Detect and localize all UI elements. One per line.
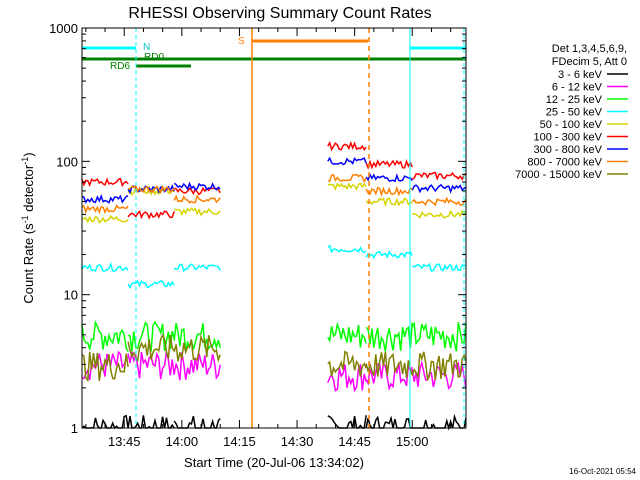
series-line-3 [81,319,467,352]
y-tick-label: 100 [56,154,78,169]
series-line-5 [81,182,467,224]
legend-label: 25 - 50 keV [546,107,603,119]
flag-n-label: N [143,42,150,53]
legend-label: 6 - 12 keV [552,82,603,94]
x-axis-ticks: 13:45 14:00 14:15 14:30 14:45 15:00 [85,28,452,449]
legend-header-line-1: Det 1,3,4,5,6,9, [552,43,627,55]
y-axis-label-sup1: -1 [20,215,30,223]
y-tick-label: 1 [71,421,78,436]
legend-label: 12 - 25 keV [546,94,603,106]
series-line-8 [81,173,467,215]
x-axis-label: Start Time (20-Jul-06 13:34:02) [184,455,364,470]
legend-label: 3 - 6 keV [558,69,603,81]
legend-label: 100 - 300 keV [534,132,603,144]
chart-title: RHESSI Observing Summary Count Rates [128,5,431,22]
x-tick-label: 13:45 [108,434,141,449]
flags-group: N RD0 RD6 S [82,36,466,72]
x-tick-label: 14:30 [281,434,314,449]
legend-label: 800 - 7000 keV [527,157,602,169]
legend-label: 50 - 100 keV [540,119,603,131]
y-axis-label-mid: detector [21,164,36,215]
x-tick-label: 15:00 [396,434,429,449]
series-line-4 [81,244,467,290]
y-axis-label-sup2: -1 [20,157,30,165]
series-line-9 [81,333,467,383]
y-tick-label: 1000 [49,21,78,36]
flag-rd0-label: RD0 [144,52,164,63]
x-tick-label: 14:00 [166,434,199,449]
flag-s-label: S [238,36,245,47]
y-tick-label: 10 [64,288,78,303]
series-traces [81,140,467,431]
y-axis-label-main: Count Rate (s [21,223,36,304]
y-axis-ticks: 1 10 100 1000 [49,21,466,436]
legend-label: 300 - 800 keV [534,144,603,156]
plot-frame [81,27,467,429]
y-axis-label-end: ) [21,152,36,156]
series-line-6 [81,140,467,220]
legend-label: 7000 - 15000 keV [515,169,603,181]
y-axis-label: Count Rate (s-1 detector-1) [20,152,36,303]
legend: Det 1,3,4,5,6,9, FDecim 5, Att 0 3 - 6 k… [515,43,628,181]
legend-header-line-2: FDecim 5, Att 0 [552,56,627,68]
x-tick-label: 14:15 [223,434,256,449]
timestamp: 16-Oct-2021 05:54 [569,467,636,476]
x-tick-label: 14:45 [338,434,371,449]
flag-rd6-label: RD6 [110,61,130,72]
